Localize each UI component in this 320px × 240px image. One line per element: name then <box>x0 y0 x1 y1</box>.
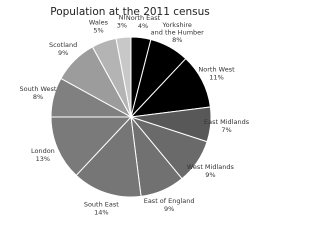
pie-slice <box>115 36 132 118</box>
chart-title: Population at the 2011 census <box>50 6 210 18</box>
slice-label: West Midlands <box>187 163 235 171</box>
value-label: 3% <box>117 21 127 29</box>
slice-label: South West <box>20 85 57 93</box>
slice-label: East of England <box>144 197 195 205</box>
slice-label: East Midlands <box>204 118 250 126</box>
value-label: 13% <box>36 155 50 163</box>
slice-label: London <box>31 147 55 155</box>
slice-label: North East <box>126 14 161 22</box>
pie-slice <box>75 115 142 198</box>
slice-label: Wales <box>89 19 109 27</box>
value-label: 8% <box>172 36 182 44</box>
pie-slice <box>50 116 133 177</box>
slice-label: North West <box>198 65 235 73</box>
value-label: 9% <box>58 49 68 57</box>
value-label: 11% <box>209 73 223 81</box>
value-label: 8% <box>33 93 43 101</box>
value-label: 5% <box>93 27 103 35</box>
slice-label: Yorkshire and the Humber <box>151 21 204 36</box>
value-label: 14% <box>94 208 108 216</box>
label-line: Yorkshire <box>162 21 192 29</box>
slice-label: South East <box>84 200 119 208</box>
slice-label: NI <box>119 13 126 21</box>
value-label: 9% <box>205 171 215 179</box>
label-line: and the Humber <box>151 28 204 36</box>
value-label: 9% <box>164 205 174 213</box>
value-label: 7% <box>221 126 231 134</box>
slice-label: Scotland <box>49 41 77 49</box>
chart: Population at the 2011 census North East… <box>20 6 250 216</box>
value-label: 4% <box>138 22 148 30</box>
